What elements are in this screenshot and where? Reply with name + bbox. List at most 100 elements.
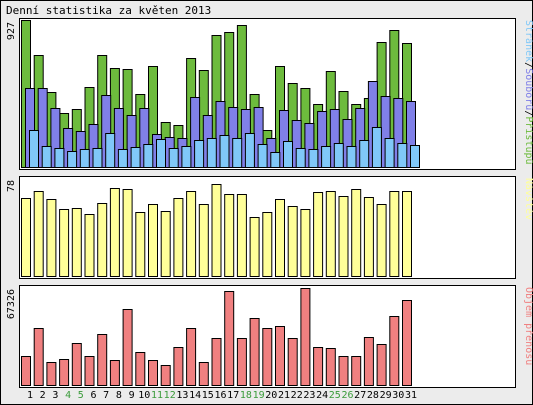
bar-bottom-s0-day-6 [84, 356, 95, 386]
bar-middle-s0-day-20 [262, 212, 273, 277]
bar-middle-s0-day-27 [351, 189, 362, 277]
bar-bottom-s0-day-31 [402, 300, 412, 386]
legend-entry-middle-0: Návštěv [523, 178, 533, 220]
day-label-19: 19 [253, 390, 265, 401]
bar-top-s2-day-13 [181, 146, 192, 168]
bar-top-s2-day-8 [117, 149, 128, 168]
day-label-15: 15 [202, 390, 214, 401]
day-label-13: 13 [176, 390, 188, 401]
bar-top-s2-day-2 [41, 146, 52, 168]
legend-entry-top-4: Přístupů [523, 116, 533, 164]
bar-top-s2-day-4 [67, 151, 78, 168]
bar-top-s2-day-7 [105, 133, 116, 168]
bar-middle-s0-day-16 [211, 184, 222, 277]
bar-bottom-s0-day-26 [338, 356, 349, 386]
legend-entry-top-1: / [523, 62, 533, 68]
bar-middle-s0-day-28 [363, 197, 374, 277]
y-max-label-middle: 78 [6, 180, 17, 192]
bar-top-s2-day-6 [92, 148, 103, 168]
day-label-24: 24 [316, 390, 328, 401]
bar-bottom-s0-day-25 [325, 348, 336, 386]
bar-middle-s0-day-6 [84, 214, 95, 277]
bar-bottom-s0-day-8 [109, 360, 120, 386]
bar-middle-s0-day-2 [33, 191, 44, 277]
day-label-31: 31 [405, 390, 417, 401]
bar-middle-s0-day-29 [376, 204, 387, 277]
bar-top-s2-day-18 [244, 133, 255, 168]
bar-bottom-s0-day-9 [122, 309, 133, 386]
bar-top-s2-day-10 [143, 144, 154, 168]
bar-top-s2-day-22 [295, 148, 306, 168]
day-label-2: 2 [40, 390, 46, 401]
day-label-26: 26 [341, 390, 353, 401]
day-label-17: 17 [227, 390, 239, 401]
bar-middle-s0-day-13 [173, 198, 184, 277]
bar-bottom-s0-day-12 [160, 365, 171, 386]
bar-top-s2-day-16 [219, 135, 230, 168]
day-label-7: 7 [103, 390, 109, 401]
bar-bottom-s0-day-28 [363, 337, 374, 386]
legend-entry-top-0: Stránek [523, 20, 533, 62]
bar-top-s2-day-29 [384, 138, 395, 168]
bar-top-s2-day-26 [346, 146, 357, 168]
bar-middle-s0-day-15 [198, 204, 209, 277]
bar-top-s2-day-12 [168, 148, 179, 168]
day-label-16: 16 [214, 390, 226, 401]
bar-top-s2-day-1 [29, 130, 39, 168]
day-label-25: 25 [329, 390, 341, 401]
bar-top-s2-day-21 [283, 141, 293, 168]
day-label-23: 23 [303, 390, 315, 401]
bar-bottom-s0-day-4 [59, 359, 70, 386]
legend-entry-bottom-0: Objem přenosu [523, 287, 533, 365]
bar-bottom-s0-day-24 [313, 347, 324, 386]
bar-bottom-s0-day-2 [33, 328, 44, 386]
bar-bottom-s0-day-29 [376, 344, 387, 386]
day-label-12: 12 [164, 390, 176, 401]
bar-bottom-s0-day-14 [186, 328, 197, 386]
day-label-6: 6 [90, 390, 96, 401]
bar-top-s2-day-17 [232, 138, 243, 168]
day-label-5: 5 [78, 390, 84, 401]
day-label-28: 28 [367, 390, 379, 401]
bar-top-s2-day-14 [194, 140, 205, 168]
bar-bottom-s0-day-18 [236, 338, 247, 386]
day-label-18: 18 [240, 390, 252, 401]
y-max-label-top: 927 [6, 22, 17, 40]
bar-bottom-s0-day-20 [262, 328, 273, 386]
day-label-27: 27 [354, 390, 366, 401]
bar-top-s2-day-25 [333, 143, 344, 168]
bar-middle-s0-day-8 [109, 188, 120, 277]
bar-middle-s0-day-5 [71, 208, 82, 277]
legend-middle: Návštěv [523, 178, 533, 220]
bar-middle-s0-day-9 [122, 189, 133, 277]
bar-bottom-s0-day-1 [21, 356, 31, 386]
day-label-14: 14 [189, 390, 201, 401]
day-label-11: 11 [151, 390, 163, 401]
bar-middle-s0-day-11 [148, 204, 158, 277]
bar-top-s2-day-3 [54, 148, 65, 168]
day-label-3: 3 [52, 390, 58, 401]
bar-bottom-s0-day-23 [300, 288, 311, 386]
day-label-8: 8 [116, 390, 122, 401]
bar-bottom-s0-day-5 [71, 343, 82, 386]
bar-middle-s0-day-19 [249, 217, 260, 277]
bar-middle-s0-day-23 [300, 209, 311, 277]
bar-bottom-s0-day-3 [46, 362, 57, 386]
bar-bottom-s0-day-11 [148, 360, 158, 386]
day-label-29: 29 [380, 390, 392, 401]
bar-middle-s0-day-22 [287, 206, 298, 277]
bar-middle-s0-day-30 [389, 191, 400, 277]
day-label-20: 20 [265, 390, 277, 401]
bar-middle-s0-day-4 [59, 209, 70, 277]
day-label-1: 1 [27, 390, 33, 401]
bar-top-s2-day-24 [321, 146, 332, 168]
day-label-21: 21 [278, 390, 290, 401]
bar-top-s2-day-5 [79, 149, 90, 168]
bar-middle-s0-day-18 [236, 194, 247, 277]
bar-bottom-s0-day-17 [224, 291, 235, 386]
bar-bottom-s0-day-7 [97, 334, 108, 386]
bar-top-s2-day-31 [410, 145, 420, 168]
bar-bottom-s0-day-27 [351, 356, 362, 386]
